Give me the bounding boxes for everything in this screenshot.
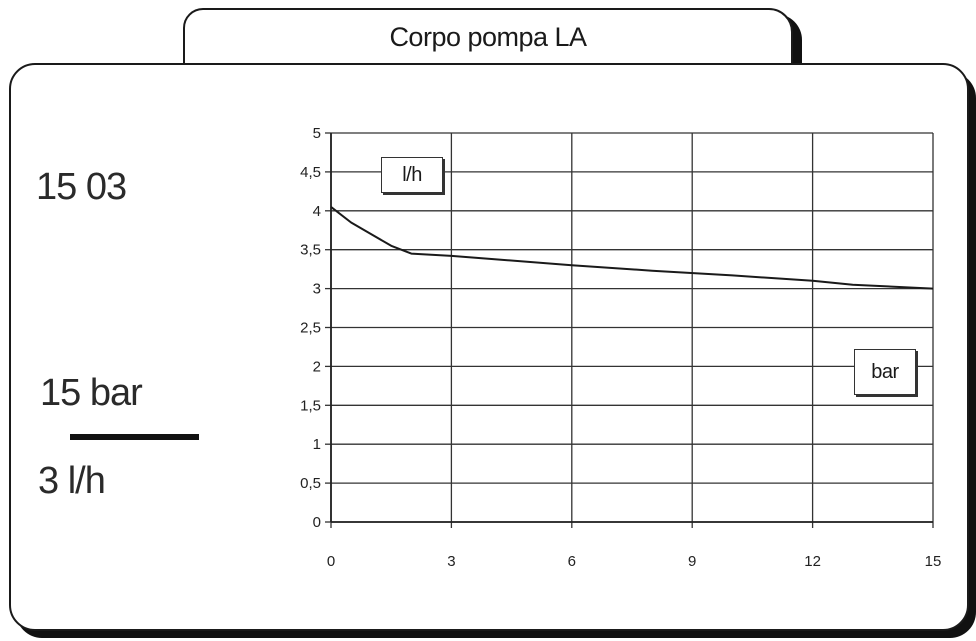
model-code: 15 03 bbox=[36, 166, 127, 208]
x-tick-label: 0 bbox=[327, 553, 335, 570]
y-tick-label: 1,5 bbox=[300, 397, 321, 414]
y-tick-label: 2,5 bbox=[300, 320, 321, 337]
chart-card bbox=[9, 63, 969, 631]
x-tick-label: 6 bbox=[568, 553, 576, 570]
x-unit-label: bar bbox=[854, 349, 916, 395]
series-line bbox=[330, 206, 934, 290]
x-tick-label: 12 bbox=[804, 553, 821, 570]
x-tick-label: 15 bbox=[925, 553, 942, 570]
x-tick-label: 9 bbox=[688, 553, 696, 570]
y-tick-label: 0,5 bbox=[300, 475, 321, 492]
y-tick-label: 4,5 bbox=[300, 164, 321, 181]
y-tick-label: 3,5 bbox=[300, 242, 321, 259]
rating-divider bbox=[70, 434, 199, 440]
y-tick-label: 4 bbox=[313, 203, 321, 220]
rating-pressure: 15 bar bbox=[40, 372, 143, 414]
rating-flow: 3 l/h bbox=[38, 460, 106, 502]
panel-title: Corpo pompa LA bbox=[389, 22, 587, 52]
y-unit-label: l/h bbox=[381, 157, 443, 193]
y-tick-label: 0 bbox=[313, 514, 321, 531]
y-tick-label: 2 bbox=[313, 358, 321, 375]
y-tick-label: 5 bbox=[313, 125, 321, 142]
y-tick-label: 1 bbox=[313, 436, 321, 453]
x-tick-label: 3 bbox=[447, 553, 455, 570]
y-tick-label: 3 bbox=[313, 281, 321, 298]
